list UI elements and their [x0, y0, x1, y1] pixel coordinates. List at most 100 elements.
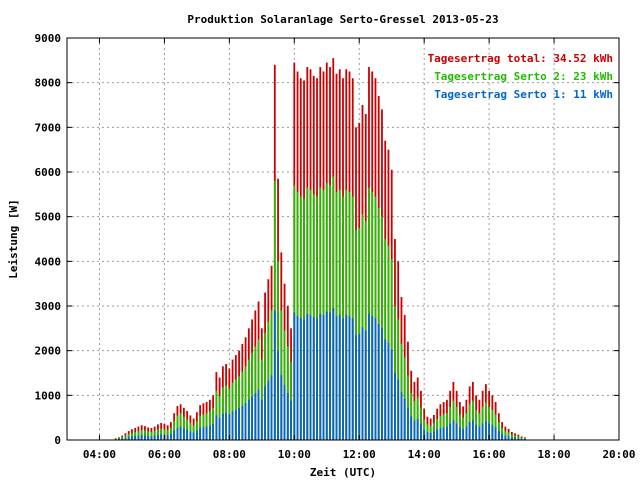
bar-serto1: [407, 407, 409, 440]
bar-serto1: [446, 426, 448, 440]
y-tick-label: 5000: [35, 211, 62, 224]
bar-serto1: [299, 318, 302, 440]
bar-serto1: [429, 432, 432, 440]
bar-serto1: [368, 313, 370, 440]
bar-serto1: [510, 437, 513, 440]
y-tick-label: 4000: [35, 255, 62, 268]
bar-serto1: [303, 319, 305, 440]
bar-serto1: [423, 429, 426, 440]
bar-serto1: [267, 380, 270, 440]
legend-entry: Tagesertrag Serto 1: 11 kWh: [434, 88, 613, 101]
bar-serto1: [182, 428, 185, 440]
bar-serto1: [212, 423, 215, 440]
bar-serto1: [322, 314, 325, 440]
bar-serto2: [134, 431, 137, 440]
bar-serto1: [410, 416, 413, 440]
bar-serto1: [234, 409, 237, 440]
bar-serto1: [361, 327, 364, 440]
bar-serto1: [374, 318, 377, 440]
bar-serto1: [144, 435, 146, 440]
bar-serto1: [215, 415, 218, 440]
bar-serto1: [316, 318, 318, 440]
bar-serto1: [134, 435, 137, 440]
bar-serto1: [458, 427, 461, 440]
bar-serto1: [179, 426, 182, 440]
bar-serto1: [514, 437, 516, 440]
bar-serto1: [199, 427, 202, 440]
bar-serto1: [436, 429, 439, 440]
bar-serto2: [462, 417, 465, 440]
x-tick-label: 10:00: [278, 448, 311, 461]
bar-serto1: [244, 403, 247, 440]
bar-serto1: [296, 316, 299, 440]
bar-serto1: [273, 310, 276, 440]
bar-serto1: [270, 375, 273, 440]
bar-serto2: [267, 321, 270, 440]
bar-serto1: [497, 431, 500, 440]
y-tick-labels: 0 1000 2000 3000 4000 5000 6000 7000 8000 9000: [35, 32, 62, 447]
bar-serto1: [257, 389, 260, 440]
bar-serto1: [176, 427, 179, 440]
bar-serto1: [293, 312, 296, 440]
bar-serto1: [504, 435, 507, 440]
bar-serto1: [465, 426, 468, 440]
bar-serto1: [147, 435, 150, 440]
y-tick-label: 7000: [35, 121, 62, 134]
y-axis-title: Leistung [W]: [7, 199, 20, 278]
series-serto1: [114, 308, 526, 440]
bar-serto2: [306, 187, 309, 440]
bar-serto1: [400, 391, 403, 440]
bar-serto1: [348, 316, 351, 440]
bar-serto1: [342, 318, 344, 440]
bar-serto1: [208, 425, 211, 440]
bar-serto1: [394, 373, 396, 440]
bar-serto1: [309, 314, 312, 440]
bar-serto2: [325, 183, 328, 440]
bar-serto1: [283, 385, 286, 440]
bar-serto2: [364, 221, 367, 440]
bar-serto1: [157, 434, 159, 440]
bar-serto1: [127, 437, 130, 440]
bar-serto1: [494, 427, 497, 440]
bar-serto1: [173, 430, 176, 440]
bar-serto1: [442, 427, 445, 440]
bar-serto1: [433, 431, 435, 440]
bar-serto1: [507, 436, 510, 440]
bar-serto2: [212, 407, 215, 440]
bar-serto1: [131, 436, 133, 440]
x-tick-label: 04:00: [83, 448, 116, 461]
y-tick-label: 8000: [35, 77, 62, 90]
bar-serto1: [345, 314, 348, 440]
bar-serto1: [332, 308, 335, 440]
y-tick-label: 6000: [35, 166, 62, 179]
bar-serto1: [371, 316, 374, 440]
bar-serto1: [247, 399, 250, 440]
bar-serto1: [260, 399, 263, 440]
bar-serto1: [140, 435, 143, 440]
bar-serto1: [121, 438, 124, 440]
y-tick-label: 3000: [35, 300, 62, 313]
bar-serto1: [381, 328, 383, 440]
bar-serto1: [478, 426, 481, 440]
bar-serto1: [384, 339, 387, 440]
plot-frame: [66, 37, 620, 441]
bar-serto1: [439, 427, 442, 440]
bar-serto1: [377, 323, 380, 440]
axis-ticks: [67, 37, 620, 441]
bar-serto1: [150, 435, 153, 440]
bar-serto1: [462, 428, 465, 440]
legend-entry: Tagesertrag total: 34.52 kWh: [428, 52, 613, 65]
bar-serto1: [306, 313, 309, 440]
bar-serto1: [475, 425, 478, 440]
bar-serto1: [358, 333, 361, 440]
bar-serto1: [403, 398, 406, 440]
bar-serto1: [325, 311, 328, 440]
bar-serto1: [238, 408, 240, 440]
bar-serto1: [241, 405, 244, 440]
bar-serto2: [497, 422, 500, 440]
bar-serto2: [228, 388, 231, 440]
x-tick-label: 18:00: [537, 448, 570, 461]
bar-serto1: [192, 432, 195, 440]
bar-serto1: [254, 393, 257, 440]
